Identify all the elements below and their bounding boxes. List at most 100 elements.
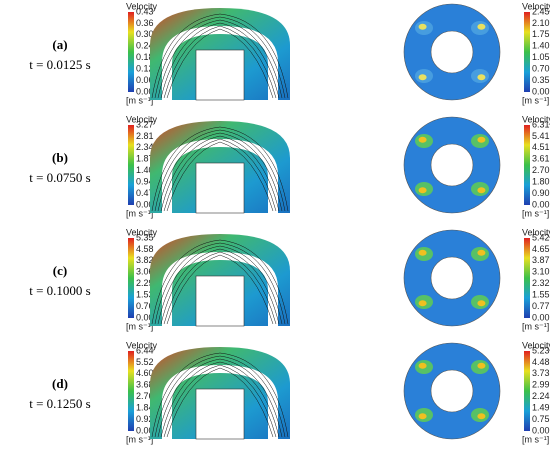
colorbar-tick: 2.76 bbox=[136, 391, 154, 401]
colorbar-tick: 2.99 bbox=[532, 380, 550, 390]
colorbar-tick: 0.00 bbox=[136, 425, 154, 435]
colorbar-unit: [m s⁻¹] bbox=[522, 434, 549, 444]
colorbar-tick: 3.73 bbox=[532, 368, 550, 378]
streamline bbox=[151, 13, 289, 99]
hot-core bbox=[477, 187, 486, 194]
colorbar-tick: 1.40 bbox=[532, 41, 550, 51]
colorbar-tick: 5.42 bbox=[532, 232, 550, 242]
colorbar-unit: [m s⁻¹] bbox=[126, 321, 153, 331]
colorbar-tick: 1.53 bbox=[136, 290, 154, 300]
colorbar-tick: 0.94 bbox=[136, 177, 154, 187]
hot-core bbox=[477, 23, 486, 30]
colorbar-unit: [m s⁻¹] bbox=[522, 208, 549, 218]
colorbar-tick: 2.81 bbox=[136, 131, 154, 141]
block bbox=[195, 49, 245, 101]
colorbar-tick: 4.51 bbox=[532, 142, 550, 152]
colorbar bbox=[128, 238, 134, 318]
streamline bbox=[166, 254, 274, 325]
row-label: (a) bbox=[52, 37, 67, 52]
colorbar-title: Velocity bbox=[126, 1, 158, 11]
hot-core bbox=[418, 413, 427, 420]
colorbar-tick: 2.24 bbox=[532, 391, 550, 401]
streamline bbox=[151, 352, 289, 438]
streamline bbox=[157, 358, 283, 438]
colorbar-tick: 1.75 bbox=[532, 29, 550, 39]
colorbar-tick: 0.90 bbox=[532, 188, 550, 198]
colorbar-tick: 6.31 bbox=[532, 119, 550, 129]
colorbar-tick: 0.00 bbox=[136, 312, 154, 322]
disc-hole bbox=[430, 256, 474, 300]
hot-core bbox=[477, 249, 486, 256]
disc-hole bbox=[430, 143, 474, 187]
colorbar-tick: 0.43 bbox=[136, 6, 154, 16]
streamline bbox=[166, 28, 274, 99]
colorbar-unit: [m s⁻¹] bbox=[522, 321, 549, 331]
colorbar-tick: 5.23 bbox=[532, 345, 550, 355]
colorbar-tick: 0.06 bbox=[136, 75, 154, 85]
colorbar-tick: 0.30 bbox=[136, 29, 154, 39]
colorbar-tick: 3.10 bbox=[532, 267, 550, 277]
colorbar-tick: 0.18 bbox=[136, 52, 154, 62]
streamline bbox=[154, 355, 286, 438]
colorbar-tick: 0.24 bbox=[136, 41, 154, 51]
colorbar-title: Velocity bbox=[126, 227, 158, 237]
colorbar-tick: 2.70 bbox=[532, 165, 550, 175]
streamline bbox=[154, 242, 286, 325]
hot-core bbox=[477, 136, 486, 143]
colorbar-tick: 0.00 bbox=[532, 86, 550, 96]
colorbar-tick: 0.00 bbox=[136, 199, 154, 209]
hot-core bbox=[477, 413, 486, 420]
hot-core bbox=[477, 300, 486, 307]
disc-hole bbox=[430, 30, 474, 74]
colorbar-unit: [m s⁻¹] bbox=[126, 208, 153, 218]
streamline bbox=[163, 25, 277, 99]
streamline bbox=[157, 19, 283, 99]
hot-core bbox=[418, 249, 427, 256]
streamline bbox=[157, 245, 283, 325]
colorbar bbox=[524, 125, 530, 205]
streamline bbox=[166, 367, 274, 438]
colorbar-tick: 0.35 bbox=[532, 75, 550, 85]
streamline bbox=[160, 248, 280, 325]
disc-hole bbox=[430, 369, 474, 413]
colorbar-unit: [m s⁻¹] bbox=[522, 95, 549, 105]
colorbar-tick: 1.49 bbox=[532, 403, 550, 413]
hot-core bbox=[418, 136, 427, 143]
colorbar-tick: 0.00 bbox=[532, 199, 550, 209]
hot-core bbox=[477, 74, 486, 81]
colorbar-tick: 1.05 bbox=[532, 52, 550, 62]
colorbar bbox=[128, 12, 134, 92]
colorbar-tick: 2.10 bbox=[532, 18, 550, 28]
streamline bbox=[154, 129, 286, 212]
colorbar-title: Velocity bbox=[126, 114, 158, 124]
streamline bbox=[163, 364, 277, 438]
colorbar-tick: 0.12 bbox=[136, 64, 154, 74]
block bbox=[195, 388, 245, 440]
colorbar-tick: 0.70 bbox=[532, 64, 550, 74]
row-time: t = 0.0750 s bbox=[29, 170, 91, 185]
colorbar-title: Velocity bbox=[522, 114, 550, 124]
streamline bbox=[166, 141, 274, 212]
channel-field bbox=[150, 121, 290, 214]
row-time: t = 0.1000 s bbox=[29, 283, 91, 298]
hot-core bbox=[418, 74, 427, 81]
colorbar-tick: 3.61 bbox=[532, 154, 550, 164]
colorbar-tick: 1.87 bbox=[136, 154, 154, 164]
row-time: t = 0.1250 s bbox=[29, 396, 91, 411]
row-label: (b) bbox=[52, 150, 68, 165]
colorbar-tick: 0.00 bbox=[532, 312, 550, 322]
colorbar-tick: 0.47 bbox=[136, 188, 154, 198]
streamline bbox=[160, 22, 280, 99]
streamline bbox=[163, 138, 277, 212]
streamline bbox=[160, 135, 280, 212]
streamline bbox=[160, 361, 280, 438]
colorbar-tick: 0.77 bbox=[532, 301, 550, 311]
channel-field bbox=[150, 234, 290, 327]
colorbar-tick: 5.52 bbox=[136, 357, 154, 367]
streamline bbox=[151, 126, 289, 212]
colorbar-title: Velocity bbox=[522, 340, 550, 350]
hot-core bbox=[418, 23, 427, 30]
colorbar-tick: 0.00 bbox=[532, 425, 550, 435]
colorbar-tick: 3.68 bbox=[136, 380, 154, 390]
